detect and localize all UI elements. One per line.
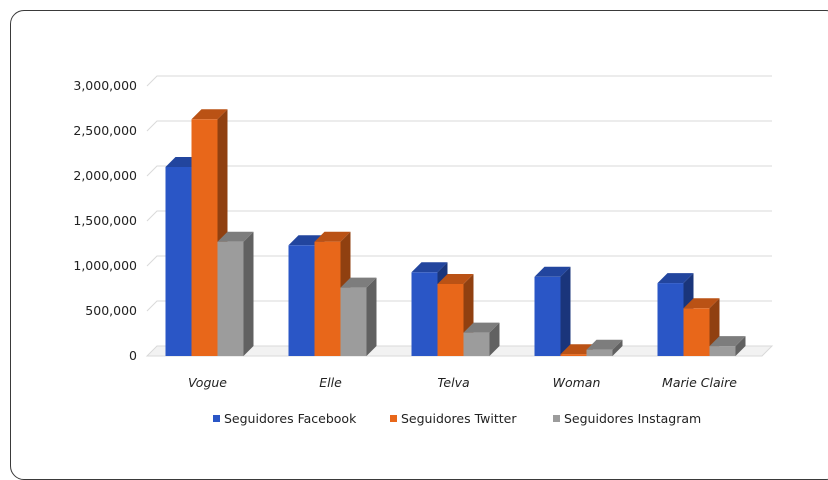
bar-top: [709, 336, 746, 347]
bar-side: [243, 231, 254, 356]
bar-front: [709, 346, 736, 356]
bar-front: [437, 284, 464, 356]
bar-front: [657, 283, 684, 356]
y-tick-label: 1,000,000: [73, 258, 137, 273]
bar-top: [534, 266, 571, 277]
bar-top: [340, 277, 377, 288]
y-tick-label: 0: [129, 348, 137, 363]
bar: [534, 266, 571, 356]
x-tick-label: Marie Claire: [662, 375, 737, 390]
bar-top: [314, 231, 351, 242]
y-tick-label: 1,500,000: [73, 213, 137, 228]
gridline: [146, 255, 772, 267]
bar-front: [586, 349, 613, 356]
bar: [709, 336, 746, 356]
gridline: [146, 75, 772, 87]
legend-item: Seguidores Twitter: [390, 411, 517, 426]
bar-chart: 0 500,000 1,000,000 1,500,000 2,000,000 2,500…: [73, 75, 774, 426]
y-tick-label: 2,000,000: [73, 168, 137, 183]
bars: [165, 109, 746, 356]
bar-front: [191, 119, 218, 356]
bar-top: [683, 298, 720, 309]
gridline: [146, 165, 772, 177]
bar-side: [366, 277, 377, 356]
legend-item: Seguidores Facebook: [213, 411, 357, 426]
bar-top: [586, 339, 623, 350]
bar-front: [340, 287, 367, 356]
bar: [463, 322, 500, 356]
bar-side: [560, 266, 571, 356]
bar-front: [534, 276, 561, 356]
legend-label: Seguidores Facebook: [224, 411, 357, 426]
bar-front: [165, 167, 192, 356]
bar-front: [683, 308, 710, 356]
legend: Seguidores Facebook Seguidores Twitter Seg…: [213, 411, 701, 426]
bar-front: [463, 332, 490, 356]
bar-front: [411, 272, 438, 356]
bar-side: [735, 336, 746, 356]
bar: [217, 231, 254, 356]
legend-item: Seguidores Instagram: [553, 411, 701, 426]
y-tick-label: 2,500,000: [73, 123, 137, 138]
bar: [683, 298, 720, 356]
bar-top: [217, 231, 254, 242]
bar-top: [411, 262, 448, 273]
y-tick-label: 500,000: [85, 303, 137, 318]
gridline: [146, 210, 772, 222]
bar-front: [288, 245, 315, 356]
x-axis-ticks: Vogue Elle Telva Woman Marie Claire: [188, 375, 737, 390]
bar-top: [463, 322, 500, 333]
legend-label: Seguidores Instagram: [564, 411, 701, 426]
bar: [586, 339, 623, 356]
legend-swatch: [213, 415, 220, 422]
bar-top: [191, 109, 228, 120]
y-axis-ticks: 0 500,000 1,000,000 1,500,000 2,000,000 2,500…: [73, 78, 137, 363]
bar: [340, 277, 377, 356]
y-tick-label: 3,000,000: [73, 78, 137, 93]
legend-swatch: [553, 415, 560, 422]
bar-side: [489, 322, 500, 356]
x-tick-label: Telva: [437, 375, 469, 390]
x-tick-label: Elle: [319, 375, 342, 390]
legend-label: Seguidores Twitter: [401, 411, 517, 426]
bar-top: [657, 273, 694, 284]
x-tick-label: Vogue: [188, 375, 227, 390]
bar-front: [217, 241, 244, 356]
chart-frame: [10, 10, 828, 480]
bar-side: [612, 339, 623, 356]
x-tick-label: Woman: [553, 375, 601, 390]
bar-top: [437, 274, 474, 284]
bar-front: [314, 241, 341, 356]
legend-swatch: [390, 415, 397, 422]
gridline: [146, 120, 772, 132]
bar-front: [560, 354, 587, 356]
